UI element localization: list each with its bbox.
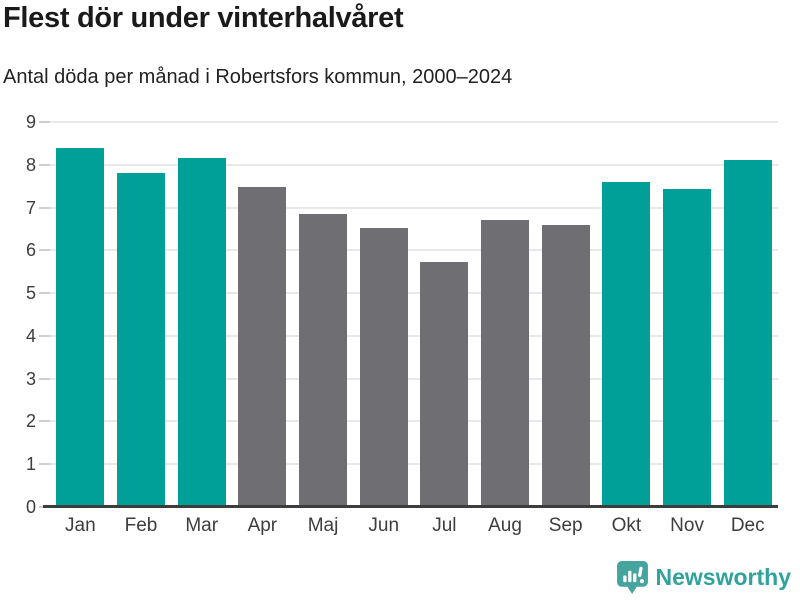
y-axis-label-3: 3 bbox=[25, 368, 36, 389]
chart-subtitle: Antal döda per månad i Robertsfors kommu… bbox=[3, 66, 513, 88]
x-axis-labels: Jan Feb Mar Apr Maj Jun Jul Aug Sep Okt Nov Dec bbox=[50, 515, 778, 537]
bar-slot-dec bbox=[717, 122, 778, 507]
gridline-y6 bbox=[50, 249, 778, 252]
gridline-y3 bbox=[50, 377, 778, 380]
chart-title: Flest dör under vinterhalvåret bbox=[3, 2, 404, 34]
bar-slot-nov bbox=[657, 122, 718, 507]
bar-slot-jan bbox=[50, 122, 111, 507]
x-axis-label-feb: Feb bbox=[124, 515, 158, 536]
y-axis-label-4: 4 bbox=[25, 325, 36, 346]
bar-feb bbox=[117, 173, 165, 507]
y-tick-3 bbox=[39, 377, 50, 380]
y-axis-label-7: 7 bbox=[25, 197, 36, 218]
y-tick-6 bbox=[39, 249, 50, 252]
y-axis-label-1: 1 bbox=[25, 454, 36, 475]
bar-slot-aug bbox=[475, 122, 536, 507]
bar-nov bbox=[663, 188, 712, 507]
bar-slot-jun bbox=[353, 122, 414, 507]
bar-series bbox=[50, 122, 778, 507]
gridline-y5 bbox=[50, 292, 778, 295]
y-tick-1 bbox=[39, 463, 50, 466]
bar-slot-feb bbox=[111, 122, 172, 507]
y-tick-7 bbox=[39, 206, 50, 209]
bar-slot-okt bbox=[596, 122, 657, 507]
y-axis-label-6: 6 bbox=[25, 240, 36, 261]
plot-area bbox=[39, 121, 778, 508]
bar-slot-jul bbox=[414, 122, 475, 507]
x-axis-label-jun: Jun bbox=[368, 515, 400, 536]
bar-slot-apr bbox=[232, 122, 293, 507]
x-axis-label-mar: Mar bbox=[185, 515, 219, 536]
x-axis-label-dec: Dec bbox=[730, 515, 765, 536]
bar-dec bbox=[723, 159, 772, 507]
brand-name: Newsworthy bbox=[655, 564, 791, 590]
y-axis-label-2: 2 bbox=[25, 411, 36, 432]
gridline-y4 bbox=[50, 334, 778, 337]
y-axis-label-5: 5 bbox=[25, 283, 36, 304]
bar-mar bbox=[177, 157, 226, 507]
bar-jul bbox=[420, 262, 469, 507]
bar-jan bbox=[56, 147, 105, 507]
bar-sep bbox=[541, 224, 590, 507]
y-axis-label-9: 9 bbox=[25, 112, 36, 132]
gridline-y1 bbox=[50, 463, 778, 466]
y-axis-label-8: 8 bbox=[25, 154, 36, 175]
bar-apr bbox=[238, 187, 287, 507]
x-axis-label-apr: Apr bbox=[247, 515, 278, 536]
newsworthy-logo: Newsworthy bbox=[616, 560, 791, 595]
y-axis-label-0: 0 bbox=[25, 497, 36, 517]
x-axis-label-jan: Jan bbox=[65, 515, 96, 536]
gridline-y7 bbox=[50, 206, 778, 209]
y-tick-4 bbox=[39, 334, 50, 337]
x-axis-line bbox=[43, 505, 778, 508]
x-axis-label-aug: Aug bbox=[488, 515, 522, 536]
gridline-y2 bbox=[50, 420, 778, 423]
x-axis-label-okt: Okt bbox=[611, 515, 642, 536]
bar-chart-bubble-icon bbox=[616, 561, 648, 594]
gridline-y8 bbox=[50, 163, 778, 166]
bar-jun bbox=[359, 228, 408, 507]
y-tick-2 bbox=[39, 420, 50, 423]
bar-slot-mar bbox=[171, 122, 232, 507]
x-axis-label-nov: Nov bbox=[670, 515, 704, 536]
bar-aug bbox=[481, 219, 530, 507]
y-tick-5 bbox=[39, 292, 50, 295]
x-axis-label-jul: Jul bbox=[432, 515, 457, 536]
y-tick-9 bbox=[39, 121, 50, 123]
bar-okt bbox=[602, 181, 651, 507]
x-axis-label-sep: Sep bbox=[548, 515, 583, 536]
x-axis-label-maj: Maj bbox=[307, 515, 339, 536]
y-axis-labels: 0 1 2 3 4 5 6 7 8 9 bbox=[0, 112, 36, 517]
y-tick-8 bbox=[39, 163, 50, 166]
bar-maj bbox=[299, 214, 348, 507]
bar-slot-maj bbox=[293, 122, 354, 507]
gridline-y9 bbox=[50, 121, 778, 123]
bar-slot-sep bbox=[535, 122, 596, 507]
